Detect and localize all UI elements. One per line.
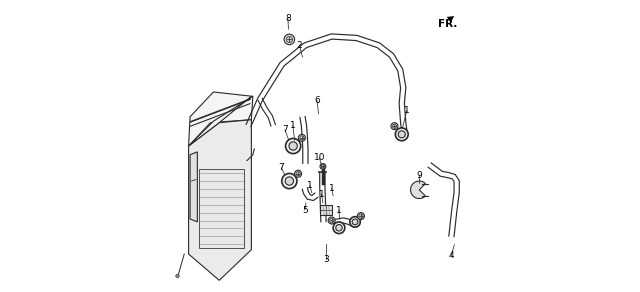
Text: 6: 6 [314,96,320,105]
FancyBboxPatch shape [199,169,244,248]
Text: 8: 8 [285,14,291,22]
Text: 7: 7 [282,126,288,134]
FancyBboxPatch shape [320,205,332,215]
Text: 3: 3 [323,255,329,264]
Circle shape [336,225,342,231]
Polygon shape [189,120,252,280]
Text: 1: 1 [329,184,335,193]
Circle shape [282,173,297,189]
Text: FR.: FR. [438,19,458,29]
Polygon shape [189,96,253,146]
Circle shape [320,164,326,169]
Circle shape [392,124,397,128]
Circle shape [330,218,334,223]
Circle shape [176,274,179,278]
Polygon shape [189,92,253,146]
Text: 4: 4 [449,251,454,260]
Circle shape [350,217,360,227]
Circle shape [296,172,300,176]
Circle shape [321,165,324,168]
Circle shape [298,134,305,141]
Polygon shape [190,152,197,222]
Circle shape [391,123,398,130]
Circle shape [294,170,301,177]
Text: 9: 9 [417,171,422,180]
Text: 2: 2 [297,41,302,50]
Circle shape [289,142,298,150]
Text: 1: 1 [319,190,324,199]
Circle shape [286,36,292,43]
Text: 5: 5 [302,206,308,215]
Text: 1: 1 [404,107,410,115]
Circle shape [300,136,304,140]
Text: 1: 1 [307,181,313,190]
Text: 10: 10 [314,153,325,162]
Circle shape [328,217,335,224]
Circle shape [398,131,405,138]
Circle shape [285,138,301,154]
Text: 7: 7 [278,164,284,172]
Circle shape [396,128,408,141]
Text: 1: 1 [290,121,296,130]
Circle shape [359,214,363,218]
Circle shape [285,177,294,185]
Text: 1: 1 [336,206,342,215]
Circle shape [284,34,294,45]
Circle shape [333,222,345,234]
Wedge shape [410,181,426,199]
Circle shape [357,213,364,220]
Circle shape [352,219,358,225]
